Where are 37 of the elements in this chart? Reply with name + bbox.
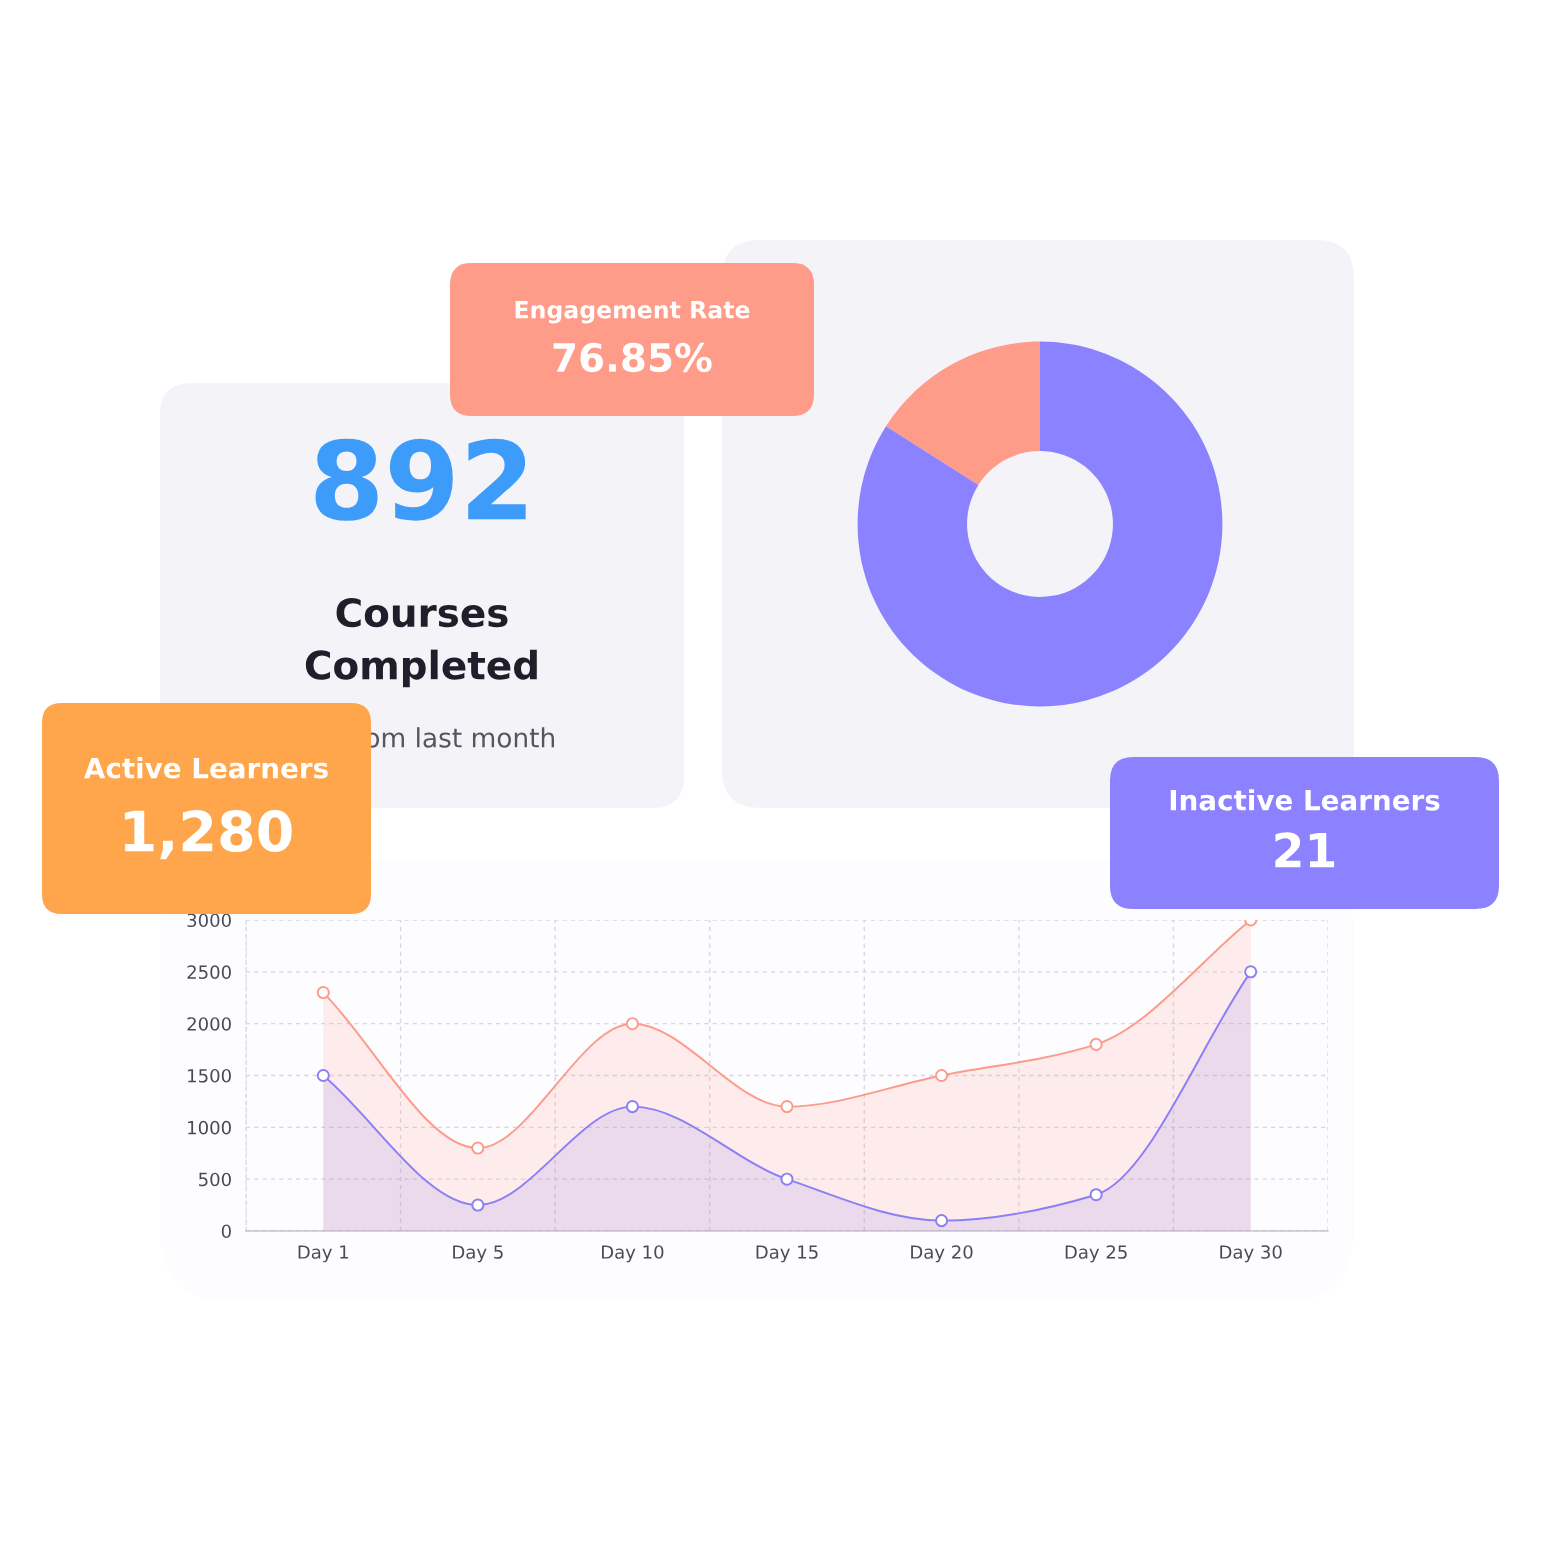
donut-slice — [885, 341, 1040, 485]
x-tick-label: Day 10 — [602, 1245, 664, 1263]
point — [625, 1100, 639, 1114]
point — [471, 1141, 485, 1155]
x-tick-label: Day 15 — [756, 1245, 818, 1263]
text: 76.85% — [553, 342, 712, 373]
x-tick-label: Day 5 — [453, 1245, 503, 1263]
donut-slice — [857, 341, 1223, 707]
x-tick-label: Day 30 — [1220, 1245, 1282, 1263]
point — [780, 1172, 794, 1186]
point — [625, 1017, 639, 1031]
y-tick-label: 2500 — [187, 965, 231, 979]
y-tick-label: 1500 — [188, 1068, 231, 1083]
point — [471, 1198, 485, 1212]
y-tick-label: 500 — [199, 1172, 231, 1187]
text: 892 — [315, 438, 526, 521]
point — [935, 1068, 949, 1083]
point — [316, 986, 330, 1000]
text: 21 — [1275, 832, 1335, 868]
text: 1,280 — [124, 810, 292, 860]
x-tick-label: Day 20 — [911, 1245, 973, 1263]
y-tick-label: 2000 — [187, 1017, 231, 1031]
point — [1089, 1037, 1103, 1051]
text: Inactive Learners — [1170, 789, 1440, 811]
text: Engagement Rate — [515, 301, 750, 324]
x-tick-label: Day 1 — [298, 1245, 349, 1263]
point — [1089, 1188, 1103, 1202]
x-tick-label: Day 25 — [1065, 1245, 1127, 1263]
point — [1244, 965, 1258, 979]
text: Active Learners — [84, 757, 328, 779]
text: Courses Completed — [305, 597, 537, 688]
point — [316, 1068, 330, 1083]
y-tick-label: 3000 — [187, 913, 231, 928]
y-tick-label: 1000 — [188, 1120, 231, 1135]
point — [935, 1214, 949, 1228]
point — [780, 1100, 794, 1114]
y-tick-label: 0 — [221, 1224, 231, 1239]
